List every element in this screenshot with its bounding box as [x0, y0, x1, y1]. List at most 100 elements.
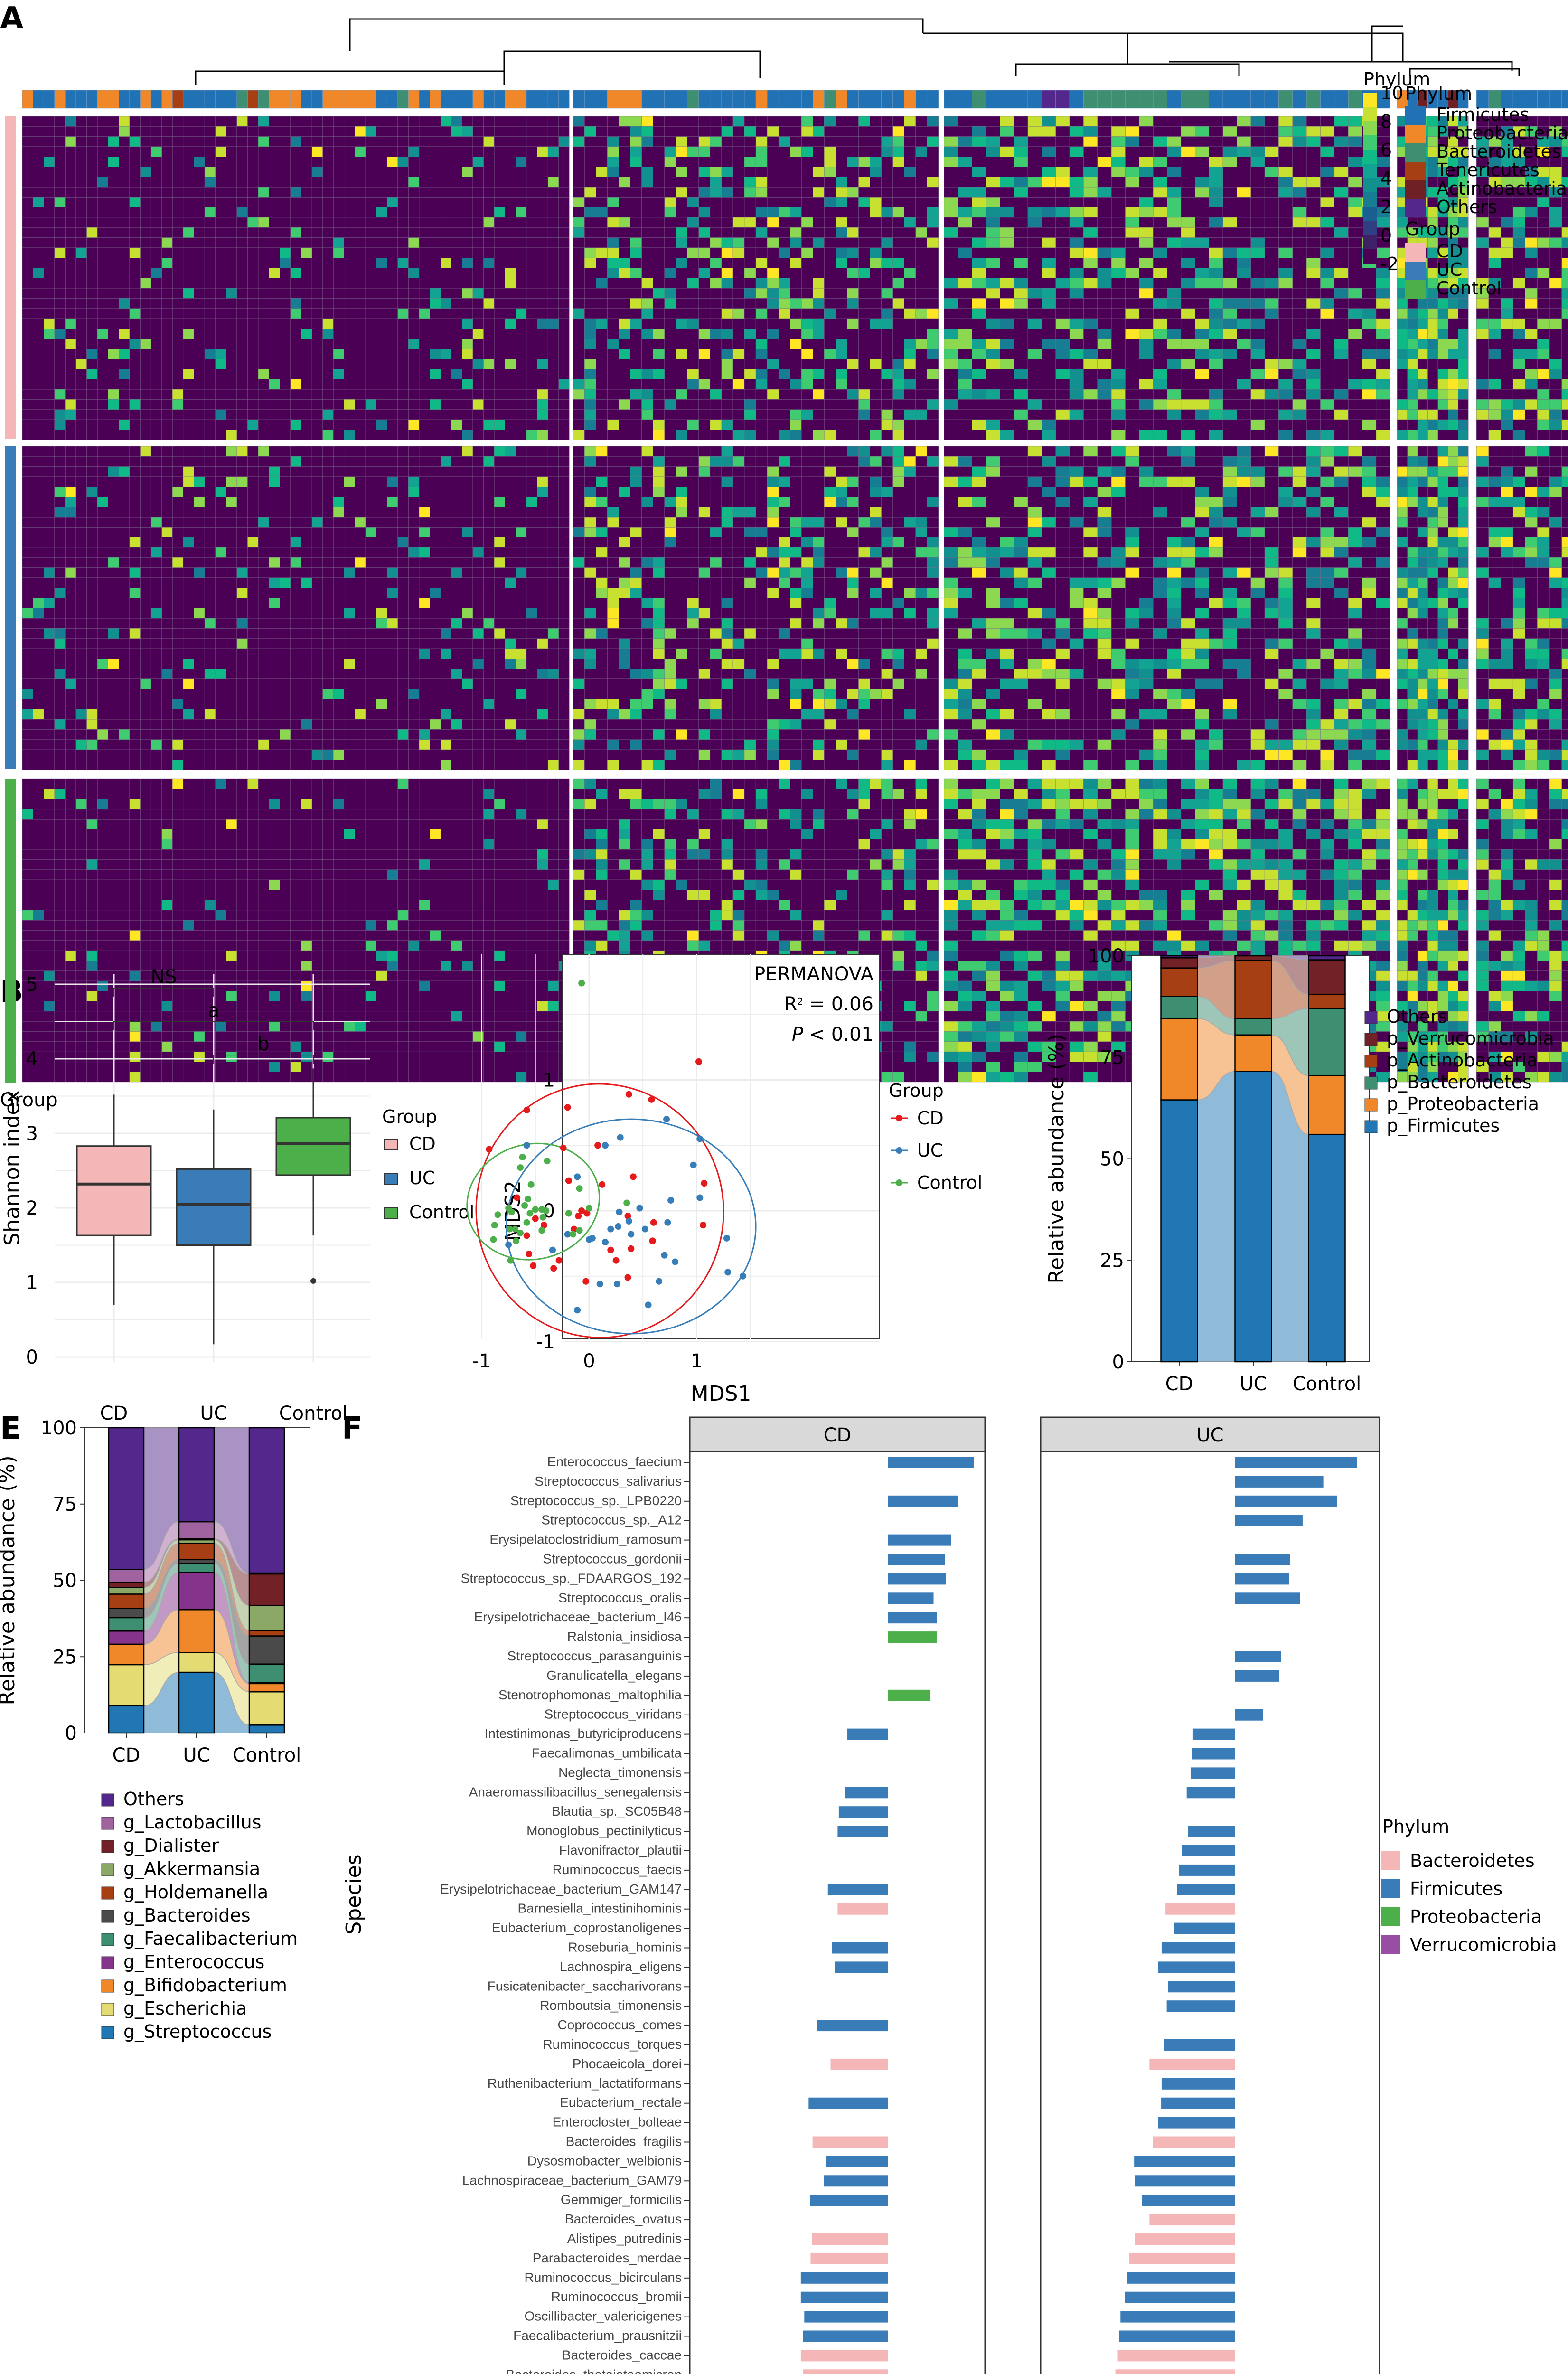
heatmap-cell: [387, 339, 398, 349]
heatmap-cell: [430, 628, 441, 639]
heatmap-cell: [280, 278, 291, 289]
heatmap-cell: [280, 920, 291, 931]
heatmap-cell: [440, 258, 451, 268]
heatmap-cell: [247, 298, 259, 309]
heatmap-cell: [43, 369, 55, 379]
heatmap-cell: [397, 409, 409, 420]
heatmap-cell: [65, 349, 76, 359]
heatmap-cell: [376, 910, 387, 921]
heatmap-cell: [258, 991, 269, 1001]
heatmap-cell: [86, 930, 98, 941]
heatmap-cell: [462, 659, 473, 669]
heatmap-cell: [22, 950, 33, 961]
heatmap-cell: [269, 247, 280, 258]
heatmap-cell: [119, 507, 130, 518]
heatmap-cell: [584, 456, 596, 467]
heatmap-cell: [280, 699, 291, 709]
heatmap-cell: [483, 157, 495, 167]
heatmap-cell: [183, 308, 194, 319]
heatmap-cell: [236, 547, 248, 558]
heatmap-cell: [247, 920, 259, 931]
heatmap-cell: [129, 709, 141, 720]
heatmap-cell: [43, 739, 55, 750]
heatmap-cell: [344, 567, 355, 578]
heatmap-cell: [419, 1021, 430, 1032]
heatmap-cell: [204, 910, 216, 921]
heatmap-cell: [247, 527, 259, 537]
heatmap-cell: [150, 247, 162, 258]
heatmap-cell: [140, 749, 151, 760]
heatmap-cell: [547, 177, 559, 188]
heatmap-cell: [397, 1041, 409, 1052]
heatmap-cell: [547, 1031, 559, 1042]
heatmap-cell: [183, 288, 194, 299]
heatmap-cell: [204, 961, 216, 971]
heatmap-cell: [161, 136, 173, 147]
heatmap-cell: [430, 819, 441, 829]
heatmap-cell: [22, 829, 33, 839]
heatmap-cell: [119, 497, 130, 507]
heatmap-cell: [451, 638, 462, 649]
heatmap-cell: [365, 567, 376, 578]
heatmap-cell: [290, 247, 301, 258]
heatmap-cell: [129, 648, 141, 659]
heatmap-cell: [22, 567, 33, 578]
heatmap-cell: [194, 900, 205, 911]
heatmap-cell: [290, 859, 301, 870]
heatmap-cell: [547, 628, 559, 639]
heatmap-cell: [140, 940, 151, 951]
heatmap-cell: [462, 950, 473, 961]
heatmap-cell: [537, 991, 548, 1001]
heatmap-cell: [43, 547, 55, 558]
heatmap-cell: [75, 258, 87, 268]
heatmap-cell: [526, 669, 537, 679]
heatmap-cell: [22, 126, 33, 137]
heatmap-cell: [419, 699, 430, 709]
heatmap-cell: [65, 379, 76, 390]
heatmap-cell: [226, 669, 237, 679]
heatmap-cell: [75, 709, 87, 720]
heatmap-cell: [558, 709, 570, 720]
heatmap-cell: [584, 819, 596, 829]
heatmap-cell: [547, 567, 559, 578]
heatmap-cell: [376, 648, 387, 659]
heatmap-cell: [376, 288, 387, 299]
heatmap-cell: [397, 1011, 409, 1022]
heatmap-cell: [183, 849, 194, 860]
heatmap-cell: [430, 859, 441, 870]
heatmap-cell: [280, 648, 291, 659]
heatmap-cell: [387, 749, 398, 760]
heatmap-cell: [119, 879, 130, 890]
heatmap-cell: [472, 278, 484, 289]
heatmap-cell: [204, 669, 216, 679]
heatmap-cell: [236, 1051, 248, 1062]
heatmap-cell: [365, 419, 376, 430]
heatmap-cell: [161, 187, 173, 198]
heatmap-cell: [558, 389, 570, 400]
heatmap-cell: [584, 288, 596, 299]
heatmap-cell: [311, 749, 323, 760]
heatmap-cell: [419, 288, 430, 299]
heatmap-cell: [204, 237, 216, 248]
heatmap-cell: [43, 940, 55, 951]
heatmap-cell: [226, 890, 237, 900]
heatmap-cell: [33, 729, 44, 740]
heatmap-cell: [75, 760, 87, 770]
heatmap-cell: [150, 608, 162, 619]
heatmap-cell: [97, 890, 108, 900]
heatmap-cell: [526, 237, 537, 248]
heatmap-cell: [97, 608, 108, 619]
heatmap-cell: [516, 318, 527, 329]
heatmap-cell: [516, 517, 527, 528]
heatmap-cell: [22, 237, 33, 248]
heatmap-cell: [355, 486, 366, 497]
heatmap-cell: [440, 187, 451, 198]
heatmap-cell: [408, 749, 420, 760]
heatmap-cell: [97, 688, 108, 699]
heatmap-cell: [97, 1021, 108, 1032]
heatmap-cell: [365, 527, 376, 537]
heatmap-cell: [355, 258, 366, 268]
heatmap-cell: [172, 369, 184, 379]
heatmap-cell: [526, 869, 537, 880]
heatmap-cell: [516, 339, 527, 349]
